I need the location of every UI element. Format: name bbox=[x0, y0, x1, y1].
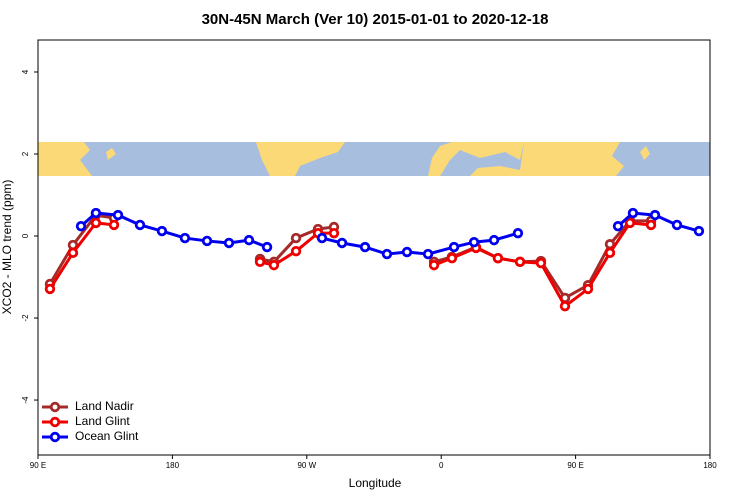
map-strip bbox=[38, 142, 710, 176]
data-point bbox=[535, 257, 547, 269]
data-point bbox=[75, 220, 87, 232]
data-point bbox=[582, 283, 594, 295]
data-point bbox=[428, 259, 440, 271]
data-point bbox=[627, 207, 639, 219]
data-point bbox=[223, 237, 235, 249]
data-point bbox=[612, 220, 624, 232]
data-point bbox=[401, 246, 413, 258]
data-point bbox=[243, 234, 255, 246]
data-point bbox=[316, 232, 328, 244]
data-point bbox=[90, 217, 102, 229]
map-land bbox=[256, 142, 345, 176]
data-point bbox=[559, 300, 571, 312]
data-point bbox=[468, 236, 480, 248]
x-tick-label: 180 bbox=[703, 461, 717, 470]
y-tick-label: 2 bbox=[21, 151, 30, 156]
data-point bbox=[261, 241, 273, 253]
data-point bbox=[156, 225, 168, 237]
y-axis-label: XCO2 - MLO trend (ppm) bbox=[0, 180, 14, 315]
data-point bbox=[488, 234, 500, 246]
legend-label: Land Glint bbox=[75, 414, 130, 428]
map-land bbox=[640, 146, 650, 160]
data-point bbox=[604, 247, 616, 259]
x-tick-label: 90 W bbox=[297, 461, 316, 470]
data-point bbox=[649, 209, 661, 221]
legend-marker bbox=[49, 416, 61, 428]
x-axis-label: Longitude bbox=[349, 476, 402, 490]
data-point bbox=[422, 248, 434, 260]
data-point bbox=[268, 259, 280, 271]
data-point bbox=[381, 248, 393, 260]
data-point bbox=[201, 235, 213, 247]
x-tick-label: 90 E bbox=[30, 461, 46, 470]
data-point bbox=[328, 227, 340, 239]
y-tick-label: -4 bbox=[21, 396, 30, 404]
plot-frame bbox=[37, 39, 711, 456]
data-point bbox=[179, 232, 191, 244]
map-land bbox=[470, 142, 624, 176]
data-point bbox=[492, 252, 504, 264]
x-tick-label: 90 E bbox=[567, 461, 583, 470]
x-tick-label: 180 bbox=[166, 461, 180, 470]
data-point bbox=[645, 219, 657, 231]
data-point bbox=[624, 217, 636, 229]
data-point bbox=[359, 241, 371, 253]
data-point bbox=[693, 225, 705, 237]
data-point bbox=[254, 256, 266, 268]
data-point bbox=[44, 283, 56, 295]
data-point bbox=[290, 232, 302, 244]
y-tick-label: 0 bbox=[21, 233, 30, 238]
series-line bbox=[80, 211, 700, 256]
map-land bbox=[428, 142, 524, 176]
legend-label: Ocean Glint bbox=[75, 429, 139, 443]
data-point bbox=[671, 219, 683, 231]
chart-title: 30N-45N March (Ver 10) 2015-01-01 to 202… bbox=[202, 11, 549, 28]
data-point bbox=[336, 237, 348, 249]
data-point bbox=[448, 241, 460, 253]
data-point bbox=[134, 219, 146, 231]
data-point bbox=[514, 256, 526, 268]
data-point bbox=[67, 247, 79, 259]
data-point bbox=[112, 209, 124, 221]
data-point bbox=[108, 219, 120, 231]
x-tick-label: 0 bbox=[439, 461, 444, 470]
data-point bbox=[446, 252, 458, 264]
map-land bbox=[38, 142, 92, 176]
y-tick-label: 4 bbox=[21, 69, 30, 74]
legend-marker bbox=[49, 401, 61, 413]
data-point bbox=[290, 245, 302, 257]
legend-label: Land Nadir bbox=[75, 399, 134, 413]
y-tick-label: -2 bbox=[21, 314, 30, 322]
legend-marker bbox=[49, 431, 61, 443]
data-point bbox=[512, 227, 524, 239]
data-point bbox=[90, 207, 102, 219]
map-land bbox=[106, 148, 116, 160]
